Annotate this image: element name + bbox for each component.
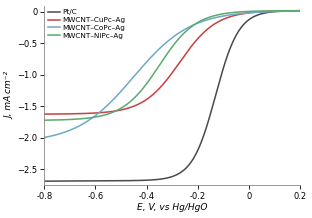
MWCNT–CuPc–Ag (246, 12, 250, 14)
MWCNT–CuPc–Ag (146, 97, 149, 100)
MWCNT–NiPc–Ag (218, 13, 222, 16)
Pt/C (298, 9, 302, 12)
MWCNT–NiPc–Ag (242, 10, 246, 13)
Pt/C (69, 180, 72, 182)
Pt/C (246, 19, 250, 22)
MWCNT–CoPc–Ag (69, 129, 72, 131)
Line: MWCNT–CoPc–Ag: MWCNT–CoPc–Ag (44, 11, 300, 137)
Y-axis label: J, mA cm⁻²: J, mA cm⁻² (6, 72, 15, 119)
MWCNT–NiPc–Ag (155, 68, 159, 70)
MWCNT–NiPc–Ag (69, 118, 72, 121)
MWCNT–CuPc–Ag (298, 9, 302, 12)
Pt/C (242, 23, 246, 26)
MWCNT–NiPc–Ag (146, 81, 149, 83)
MWCNT–CoPc–Ag (246, 12, 250, 14)
Line: Pt/C: Pt/C (44, 11, 300, 181)
Pt/C (218, 79, 222, 81)
MWCNT–CuPc–Ag (42, 113, 46, 115)
Legend: Pt/C, MWCNT–CuPc–Ag, MWCNT–CoPc–Ag, MWCNT–NiPc–Ag: Pt/C, MWCNT–CuPc–Ag, MWCNT–CoPc–Ag, MWCN… (46, 8, 127, 40)
MWCNT–CuPc–Ag (242, 12, 246, 15)
MWCNT–CuPc–Ag (218, 20, 222, 22)
MWCNT–CoPc–Ag (298, 10, 302, 12)
Pt/C (42, 180, 46, 182)
X-axis label: E, V, vs Hg/HgO: E, V, vs Hg/HgO (137, 203, 207, 213)
Line: MWCNT–CuPc–Ag: MWCNT–CuPc–Ag (44, 11, 300, 114)
Pt/C (155, 178, 159, 181)
MWCNT–CoPc–Ag (218, 15, 222, 18)
MWCNT–CoPc–Ag (155, 50, 159, 52)
MWCNT–CuPc–Ag (155, 90, 159, 92)
Pt/C (146, 179, 149, 181)
MWCNT–CoPc–Ag (42, 136, 46, 139)
MWCNT–CoPc–Ag (242, 12, 246, 15)
MWCNT–NiPc–Ag (246, 10, 250, 13)
MWCNT–NiPc–Ag (42, 119, 46, 121)
Line: MWCNT–NiPc–Ag: MWCNT–NiPc–Ag (44, 11, 300, 120)
MWCNT–CoPc–Ag (146, 60, 149, 62)
MWCNT–CuPc–Ag (69, 112, 72, 115)
MWCNT–NiPc–Ag (298, 9, 302, 12)
